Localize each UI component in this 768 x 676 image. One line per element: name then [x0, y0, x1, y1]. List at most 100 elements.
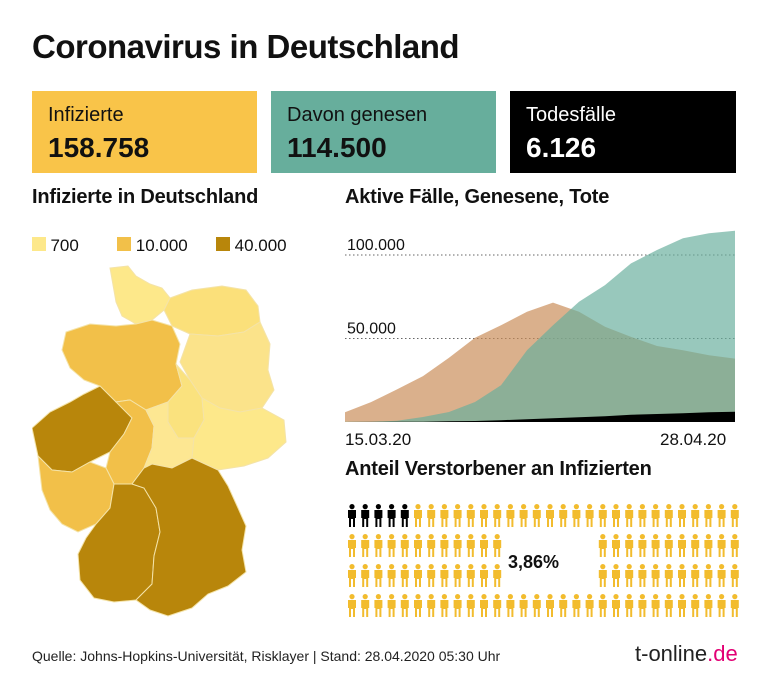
source-note: Quelle: Johns-Hopkins-Universität, Riskl… — [32, 648, 501, 664]
person-icon-infected — [559, 504, 568, 527]
person-icon-infected — [348, 564, 356, 587]
map-region-bayern — [131, 457, 247, 617]
person-icon-infected — [453, 504, 462, 527]
person-icon-infected — [691, 534, 700, 557]
person-icon-infected — [612, 594, 620, 617]
person-icon-deceased — [361, 504, 370, 527]
person-icon-infected — [664, 594, 673, 617]
person-icon-infected — [519, 594, 528, 617]
person-icon-infected — [427, 504, 436, 527]
deaths-percent-label: 3,86% — [508, 552, 560, 572]
person-icon-deceased — [387, 504, 396, 527]
person-icon-infected — [440, 534, 449, 557]
y-grid-label: 50.000 — [347, 321, 396, 338]
person-icon-infected — [414, 564, 422, 587]
person-icon-infected — [440, 564, 449, 587]
person-icon-infected — [625, 534, 634, 557]
person-icon-infected — [361, 534, 370, 557]
person-icon-deceased — [348, 504, 356, 527]
person-icon-infected — [585, 504, 594, 527]
person-icon-infected — [466, 564, 475, 587]
person-icon-infected — [506, 594, 515, 617]
person-icon-infected — [387, 594, 396, 617]
map-region-schleswig-holstein — [109, 265, 171, 325]
person-icon-infected — [374, 594, 383, 617]
person-icon-infected — [638, 534, 647, 557]
legend-swatch-40000 — [216, 237, 231, 251]
person-icon-infected — [400, 594, 409, 617]
person-icon-infected — [717, 504, 726, 527]
person-icon-infected — [612, 534, 620, 557]
page-title: Coronavirus in Deutschland — [32, 28, 460, 65]
person-icon-infected — [572, 504, 581, 527]
person-icon-infected — [598, 594, 607, 617]
person-icon-infected — [678, 594, 686, 617]
person-icon-infected — [585, 594, 594, 617]
recovered-value: 114.500 — [287, 132, 387, 163]
person-icon-deceased — [374, 504, 383, 527]
person-icon-infected — [466, 594, 475, 617]
person-icon-infected — [493, 564, 502, 587]
person-icon-infected — [730, 504, 739, 527]
person-icon-infected — [348, 594, 356, 617]
person-icon-infected — [717, 594, 726, 617]
person-icon-infected — [572, 594, 581, 617]
deaths-label: Todesfälle — [526, 104, 617, 126]
person-icon-infected — [730, 594, 739, 617]
person-icon-infected — [387, 534, 396, 557]
person-icon-infected — [387, 564, 396, 587]
recovered-box: Davon genesen 114.500 — [271, 91, 496, 173]
person-icon-infected — [598, 564, 607, 587]
legend-label-40000: 40.000 — [234, 236, 287, 255]
person-icon-infected — [440, 504, 449, 527]
person-icon-infected — [691, 594, 700, 617]
person-icon-infected — [361, 594, 370, 617]
infected-label: Infizierte — [48, 104, 124, 126]
person-icon-infected — [704, 594, 713, 617]
map-legend: 700 10.000 40.000 — [32, 236, 287, 256]
person-icon-infected — [598, 534, 607, 557]
person-icon-infected — [532, 504, 541, 527]
person-icon-infected — [466, 534, 475, 557]
person-icon-infected — [625, 564, 634, 587]
person-icon-infected — [625, 594, 634, 617]
germany-map — [32, 265, 287, 617]
person-icon-infected — [717, 564, 726, 587]
person-icon-infected — [493, 504, 502, 527]
infected-box: Infizierte 158.758 — [32, 91, 257, 173]
person-icon-infected — [612, 564, 620, 587]
deaths-box: Todesfälle 6.126 — [510, 91, 736, 173]
person-icon-infected — [414, 504, 422, 527]
person-icon-infected — [374, 564, 383, 587]
legend-swatch-700 — [32, 237, 46, 251]
person-icon-infected — [651, 594, 660, 617]
person-icon-infected — [598, 504, 607, 527]
person-icon-infected — [678, 564, 686, 587]
person-icon-infected — [678, 534, 686, 557]
person-icon-infected — [480, 534, 488, 557]
legend-swatch-10000 — [117, 237, 132, 251]
person-icon-infected — [691, 564, 700, 587]
area-chart-heading: Aktive Fälle, Genesene, Tote — [345, 186, 610, 208]
person-icon-infected — [717, 534, 726, 557]
person-icon-infected — [400, 564, 409, 587]
person-icon-infected — [730, 564, 739, 587]
person-icon-infected — [638, 594, 647, 617]
person-icon-infected — [612, 504, 620, 527]
person-icon-infected — [453, 594, 462, 617]
person-icon-infected — [440, 594, 449, 617]
brand-logo: t-online.de — [635, 641, 738, 666]
area-series-recovered — [345, 230, 735, 422]
person-icon-infected — [466, 504, 475, 527]
person-icon-infected — [427, 594, 436, 617]
people-grid — [348, 504, 739, 617]
person-icon-infected — [361, 564, 370, 587]
person-icon-infected — [664, 504, 673, 527]
x-axis-start-label: 15.03.20 — [345, 430, 412, 449]
person-icon-infected — [480, 504, 488, 527]
x-axis-end-label: 28.04.20 — [660, 430, 727, 449]
person-icon-infected — [453, 534, 462, 557]
person-icon-infected — [400, 534, 409, 557]
person-icon-infected — [546, 504, 554, 527]
deaths-share-heading: Anteil Verstorbener an Infizierten — [345, 458, 652, 480]
